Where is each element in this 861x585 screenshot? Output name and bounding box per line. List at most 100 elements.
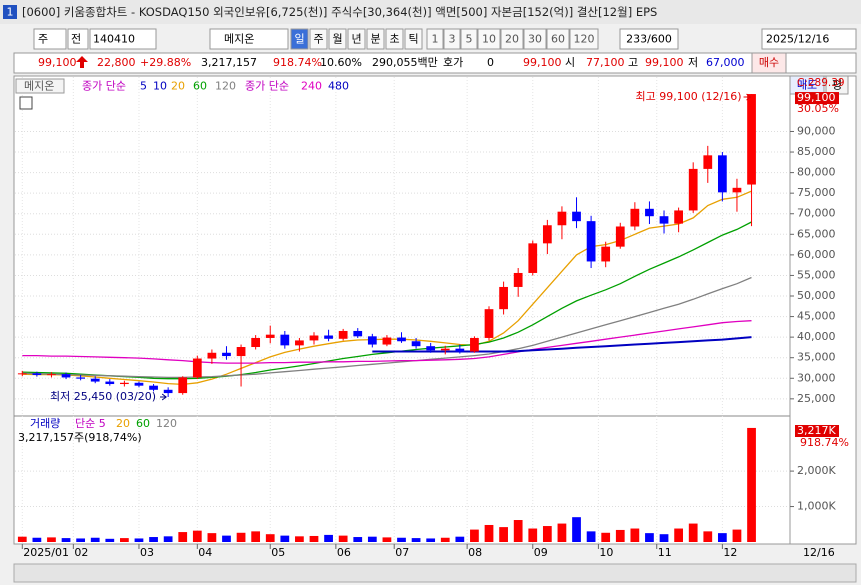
candle-body (397, 337, 406, 342)
y-tick-label: 55,000 (797, 268, 836, 281)
volume-bar (149, 537, 158, 542)
candle-body (251, 337, 261, 348)
kind: 주 (38, 33, 48, 46)
x-tick-label: 12 (723, 546, 737, 559)
candle-body (499, 286, 508, 310)
legend-extra: 10 (153, 80, 167, 93)
x-tick-label: 02 (74, 546, 88, 559)
candle-body (236, 347, 246, 357)
volume-bar (572, 517, 581, 542)
period-label: 틱 (408, 33, 418, 46)
volume-bar (236, 532, 246, 542)
up-arrow (76, 56, 88, 68)
period-button[interactable] (328, 28, 347, 50)
x-tick-label: 07 (395, 546, 409, 559)
quote: 0 (487, 56, 494, 69)
interval-button[interactable] (523, 28, 547, 50)
period-button[interactable] (347, 28, 366, 50)
volume-bar (338, 535, 348, 542)
candle-body (703, 155, 713, 169)
volume-bar (674, 528, 683, 542)
volume-bar (717, 533, 727, 542)
x-tick-label: 05 (271, 546, 285, 559)
y-tick-label: 35,000 (797, 351, 836, 364)
interval-button[interactable] (426, 28, 444, 50)
last-volume-box (795, 425, 839, 437)
moving-average (22, 276, 752, 379)
open-label: 시 (565, 56, 575, 69)
y-tick-label: 45,000 (797, 310, 836, 323)
kind-select[interactable] (33, 28, 67, 50)
y-tick-label: 65,000 (797, 227, 836, 240)
candle-body (105, 381, 115, 385)
interval-button[interactable] (569, 28, 599, 50)
interval-label: 5 (466, 33, 473, 46)
high-annotation: 최고 99,100 (12/16) (636, 90, 742, 103)
volume-bar (76, 538, 86, 542)
interval-button[interactable] (477, 28, 501, 50)
scrollbar[interactable] (13, 563, 857, 583)
period-button[interactable] (366, 28, 385, 50)
candle-body (324, 335, 333, 339)
period-button[interactable] (290, 28, 309, 50)
open: 77,100 (586, 56, 625, 69)
candle-body (688, 168, 698, 211)
price: 99,100 (38, 56, 77, 69)
candle-body (630, 208, 640, 227)
period-label: 월 (332, 33, 342, 46)
market-select[interactable] (67, 28, 89, 50)
volume-bar (207, 533, 217, 542)
volume-bar (557, 523, 567, 542)
volume-bar (280, 535, 290, 542)
date: 2025/12/16 (766, 33, 829, 46)
volume-bar (455, 536, 465, 542)
x-tick-label: 10 (599, 546, 613, 559)
candle-body (717, 155, 727, 193)
candle-body (90, 378, 100, 382)
volume-pct: 918.74% (273, 56, 322, 69)
interval-button[interactable] (546, 28, 570, 50)
candle-body (61, 374, 71, 378)
volume-bar (265, 534, 275, 542)
period-button[interactable] (385, 28, 404, 50)
candle-body (513, 272, 523, 287)
volume-bar (353, 537, 363, 542)
candle-body (440, 348, 450, 351)
name-input[interactable] (209, 28, 289, 50)
interval-button[interactable] (460, 28, 478, 50)
low-annotation: 최저 25,450 (03/20) (50, 390, 156, 403)
avg: 평 (832, 79, 842, 92)
interval-button[interactable] (500, 28, 524, 50)
turnover: 10.60% (320, 56, 362, 69)
volume-bar (32, 537, 42, 542)
interval-button[interactable] (443, 28, 461, 50)
volume-bar (499, 527, 508, 542)
crosshair-icon (19, 96, 33, 110)
candle-body (280, 334, 290, 346)
legend-series: 240 (301, 80, 322, 93)
code-input[interactable] (89, 28, 157, 50)
period-button[interactable] (309, 28, 328, 50)
period-label: 일 (294, 32, 304, 46)
legend-series: 60 (193, 80, 207, 93)
quote-price: 99,100 (523, 56, 562, 69)
y-tick-label: 60,000 (797, 248, 836, 261)
candle-body (645, 208, 654, 217)
volume-bar (513, 520, 523, 542)
volume-bar (295, 536, 304, 542)
candle-body (178, 377, 188, 394)
candle-body (484, 309, 494, 338)
candle-body (76, 377, 86, 379)
date-input[interactable] (761, 28, 857, 50)
candle-body (586, 221, 596, 262)
buy-button[interactable] (751, 52, 787, 74)
count-box (619, 28, 679, 50)
legend-series: 20 (171, 80, 185, 93)
interval-label: 30 (528, 33, 542, 46)
period-button[interactable] (404, 28, 423, 50)
candle-body (382, 337, 392, 345)
candle-body (659, 216, 669, 224)
volume-bar (47, 537, 56, 542)
last-pct: 30.05% (797, 102, 839, 115)
plot-area (13, 75, 791, 545)
